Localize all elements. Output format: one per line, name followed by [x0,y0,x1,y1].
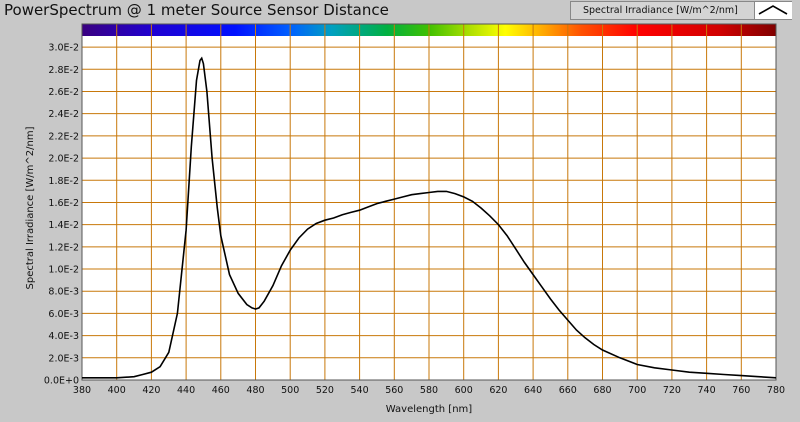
x-tick-label: 720 [663,385,681,396]
legend-line-swatch [754,2,792,19]
y-tick-label: 2.8E-2 [48,65,79,76]
x-tick-label: 780 [767,385,785,396]
x-tick-label: 460 [212,385,230,396]
y-tick-label: 2.0E-3 [48,353,79,364]
x-tick-label: 580 [420,385,438,396]
y-tick-label: 1.8E-2 [48,176,79,187]
x-tick-label: 560 [385,385,403,396]
legend[interactable]: Spectral Irradiance [W/m^2/nm] [570,1,792,20]
x-tick-label: 400 [108,385,126,396]
x-tick-label: 640 [524,385,542,396]
x-tick-label: 660 [559,385,577,396]
x-tick-label: 480 [246,385,264,396]
x-tick-label: 740 [698,385,716,396]
y-tick-label: 2.0E-2 [48,154,79,165]
x-tick-label: 440 [177,385,195,396]
x-tick-label: 760 [732,385,750,396]
y-tick-label: 8.0E-3 [48,287,79,298]
y-tick-label: 0.0E+0 [44,376,79,387]
plot-border [81,23,777,381]
y-tick-label: 1.0E-2 [48,265,79,276]
y-axis-label: Spectral Irradiance [W/m^2/nm] [25,126,36,289]
line-swatch-icon [758,5,788,15]
y-tick-labels: 0.0E+0 2.0E-3 4.0E-3 6.0E-3 8.0E-3 1.0E-2 1.2E… [44,43,79,387]
chart-title: PowerSpectrum @ 1 meter Source Sensor Di… [4,1,389,19]
x-tick-labels: 380 400 420 440 460 480 500 520 540 560 580 600 620 6… [73,385,785,396]
y-tick-label: 2.6E-2 [48,87,79,98]
y-tick-label: 2.4E-2 [48,109,79,120]
y-tick-label: 1.6E-2 [48,198,79,209]
x-tick-label: 520 [316,385,334,396]
x-tick-label: 700 [628,385,646,396]
y-tick-label: 2.2E-2 [48,131,79,142]
y-tick-label: 6.0E-3 [48,309,79,320]
y-tick-label: 1.2E-2 [48,242,79,253]
x-tick-label: 600 [455,385,473,396]
y-tick-label: 3.0E-2 [48,43,79,54]
x-axis-label: Wavelength [nm] [386,404,472,415]
x-tick-label: 540 [351,385,369,396]
x-tick-label: 500 [281,385,299,396]
y-tick-label: 1.4E-2 [48,220,79,231]
x-tick-label: 420 [142,385,160,396]
y-tick-label: 4.0E-3 [48,331,79,342]
x-tick-label: 620 [489,385,507,396]
x-tick-label: 680 [593,385,611,396]
x-tick-label: 380 [73,385,91,396]
legend-label: Spectral Irradiance [W/m^2/nm] [583,5,738,16]
spectrum-curve [82,56,777,379]
